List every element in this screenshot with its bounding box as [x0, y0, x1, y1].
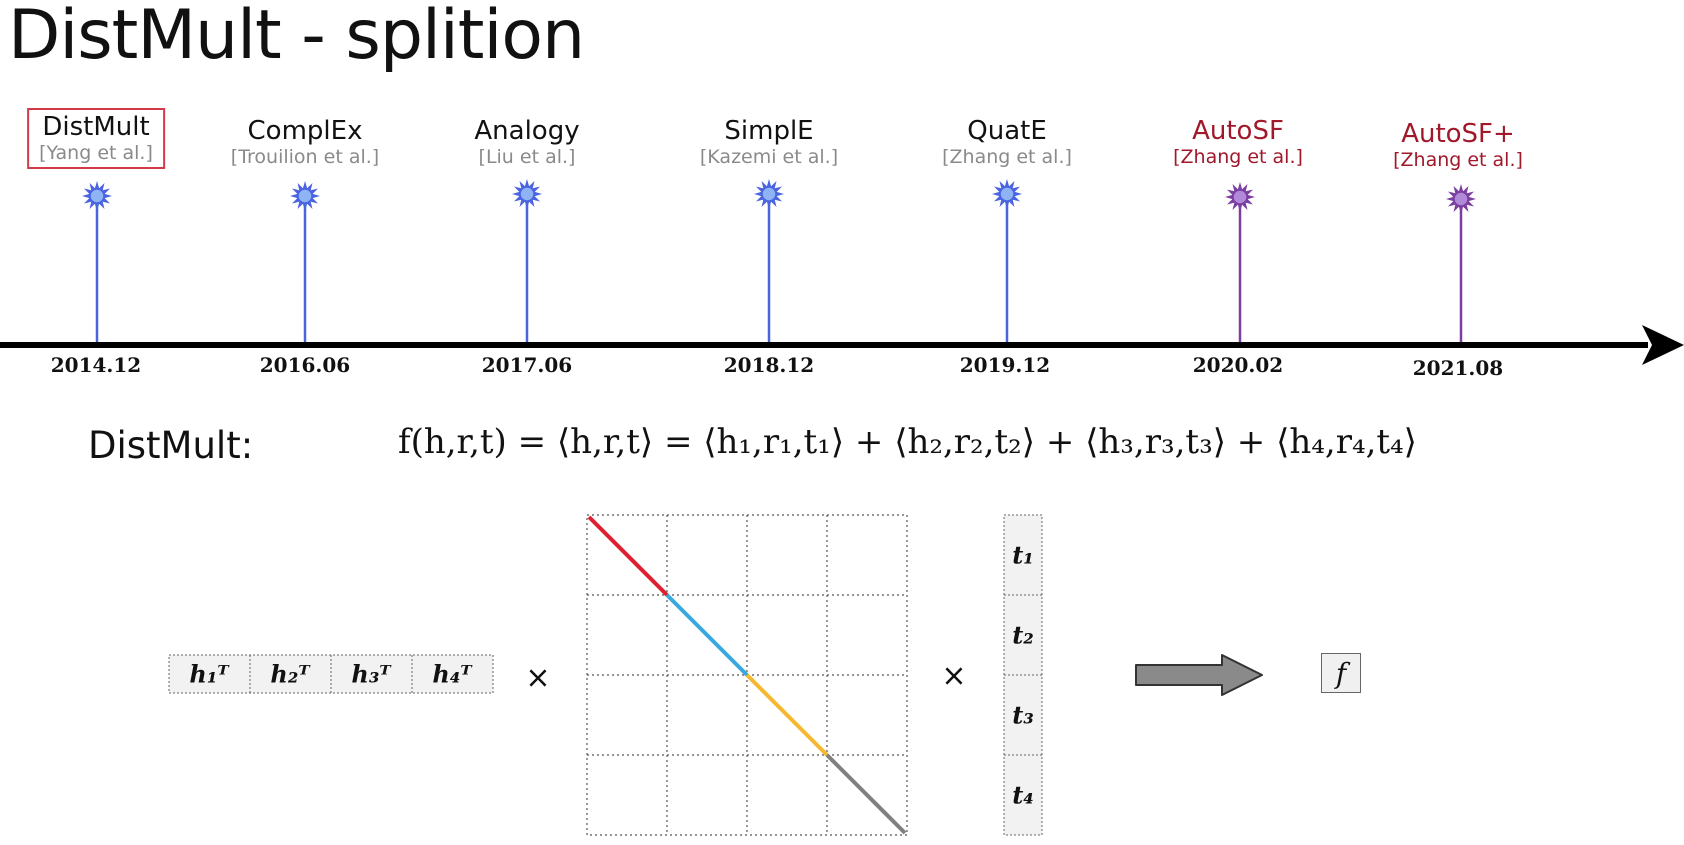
times-symbol: ×: [525, 660, 551, 696]
event-name: ComplEx: [247, 116, 363, 146]
star-marker-center: [1232, 189, 1248, 205]
times-symbol: ×: [941, 658, 967, 694]
star-marker-center: [761, 186, 777, 202]
star-marker-center: [297, 188, 313, 204]
event-name: QuatE: [967, 116, 1047, 146]
relation-matrix-grid: [586, 514, 908, 836]
model-label: DistMult:: [88, 424, 254, 467]
event-citation: [Yang et al.]: [39, 142, 153, 164]
right-arrow-icon: [1135, 654, 1263, 696]
event-date: 2017.06: [481, 353, 573, 377]
timeline-stems: [95, 195, 1463, 344]
event-date: 2014.12: [50, 353, 142, 377]
event-distmult: DistMult [Yang et al.]: [27, 108, 165, 169]
event-date: 2018.12: [723, 353, 815, 377]
event-citation: [Zhang et al.]: [1173, 146, 1303, 168]
event-name: Analogy: [474, 116, 580, 146]
relation-diagonal: [587, 515, 907, 835]
star-marker-center: [1453, 191, 1469, 207]
event-citation: [Liu et al.]: [478, 146, 576, 168]
event-date: 2020.02: [1192, 353, 1284, 377]
column-vector-cell: t₁: [1012, 540, 1034, 570]
event-date: 2016.06: [259, 353, 351, 377]
column-vector-box: [1003, 514, 1043, 836]
page-title: DistMult - splition: [8, 0, 585, 75]
column-vector-cell: t₂: [1012, 620, 1034, 650]
row-vector-cell: h₂ᵀ: [270, 659, 310, 689]
diagonal-segment-4: [825, 753, 907, 835]
diagonal-segment-3: [745, 673, 829, 757]
event-citation: [Trouilion et al.]: [230, 146, 380, 168]
column-vector-cell: t₄: [1012, 780, 1034, 810]
row-vector-cell: h₃ᵀ: [351, 659, 391, 689]
row-vector-cell: h₁ᵀ: [189, 659, 229, 689]
event-name: AutoSF+: [1401, 119, 1515, 149]
star-markers: [82, 179, 1476, 214]
event-name: DistMult: [42, 112, 150, 142]
timeline-arrowhead: [1642, 325, 1684, 365]
star-marker-center: [999, 186, 1015, 202]
row-vector-box: [168, 654, 494, 694]
event-name: AutoSF: [1192, 116, 1284, 146]
scoring-formula: f(h,r,t) = ⟨h,r,t⟩ = ⟨h₁,r₁,t₁⟩ + ⟨h₂,r₂…: [398, 422, 1417, 462]
event-autosf-plus: AutoSF+ [Zhang et al.]: [1393, 119, 1523, 171]
event-quate: QuatE [Zhang et al.]: [942, 116, 1072, 168]
star-marker-center: [89, 188, 105, 204]
event-date: 2021.08: [1412, 356, 1504, 380]
event-analogy: Analogy [Liu et al.]: [474, 116, 579, 168]
diagonal-segment-1: [587, 515, 669, 597]
star-marker-center: [519, 186, 535, 202]
event-autosf: AutoSF [Zhang et al.]: [1173, 116, 1303, 168]
row-vector-cell: h₄ᵀ: [432, 659, 472, 689]
event-simple: SimplE [Kazemi et al.]: [700, 116, 838, 168]
event-name: SimplE: [724, 116, 814, 146]
event-complex: ComplEx [Trouilion et al.]: [231, 116, 379, 168]
event-citation: [Kazemi et al.]: [699, 146, 839, 168]
column-vector-cell: t₃: [1012, 700, 1034, 730]
result-box: f: [1321, 653, 1361, 693]
event-citation: [Zhang et al.]: [1393, 149, 1523, 171]
event-citation: [Zhang et al.]: [942, 146, 1072, 168]
diagonal-segment-2: [665, 593, 749, 677]
event-date: 2019.12: [959, 353, 1051, 377]
